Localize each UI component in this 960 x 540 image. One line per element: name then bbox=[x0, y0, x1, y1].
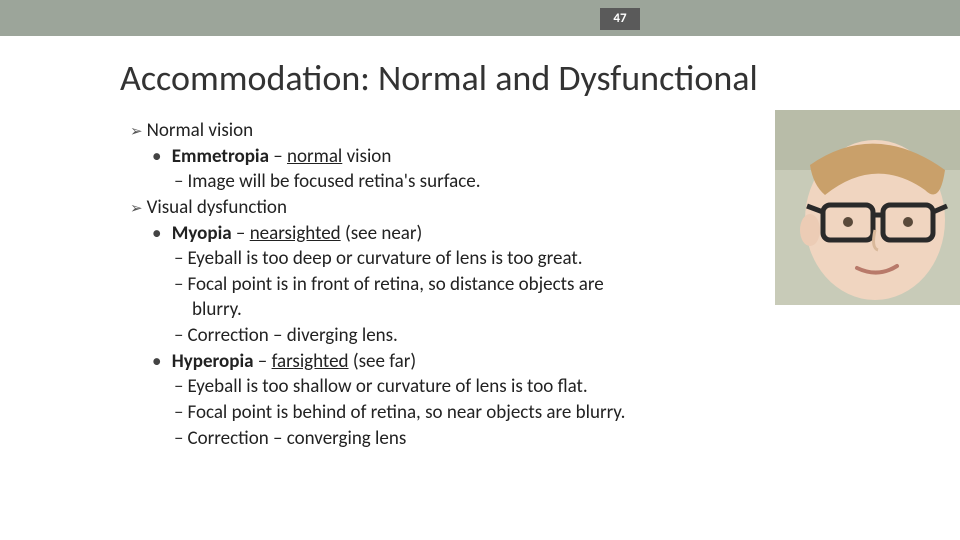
hyperopia-detail-2: Focal point is behind of retina, so near… bbox=[174, 400, 960, 426]
hyperopia-detail-1: Eyeball is too shallow or curvature of l… bbox=[174, 374, 960, 400]
term-rest: vision bbox=[342, 145, 391, 168]
term-emmetropia: Emmetropia bbox=[172, 145, 269, 168]
term-hyperopia: Hyperopia bbox=[172, 350, 254, 373]
term-farsighted: farsighted bbox=[272, 350, 349, 373]
term-normal: normal bbox=[287, 145, 342, 168]
hyperopia-detail-3: Correction – converging lens bbox=[174, 426, 960, 452]
term-myopia: Myopia bbox=[172, 222, 232, 245]
dash: – bbox=[254, 350, 272, 373]
slide-number-badge: 47 bbox=[600, 8, 640, 30]
slide-topbar: 47 bbox=[0, 0, 960, 36]
child-glasses-photo bbox=[775, 110, 960, 305]
term-rest: (see near) bbox=[341, 222, 423, 245]
term-rest: (see far) bbox=[349, 350, 417, 373]
term-nearsighted: nearsighted bbox=[250, 222, 341, 245]
dash: – bbox=[232, 222, 250, 245]
dash: – bbox=[269, 145, 287, 168]
hyperopia-line: Hyperopia – farsighted (see far) bbox=[152, 349, 960, 375]
slide-title: Accommodation: Normal and Dysfunctional bbox=[120, 56, 960, 100]
myopia-detail-3: Correction – diverging lens. bbox=[174, 323, 960, 349]
